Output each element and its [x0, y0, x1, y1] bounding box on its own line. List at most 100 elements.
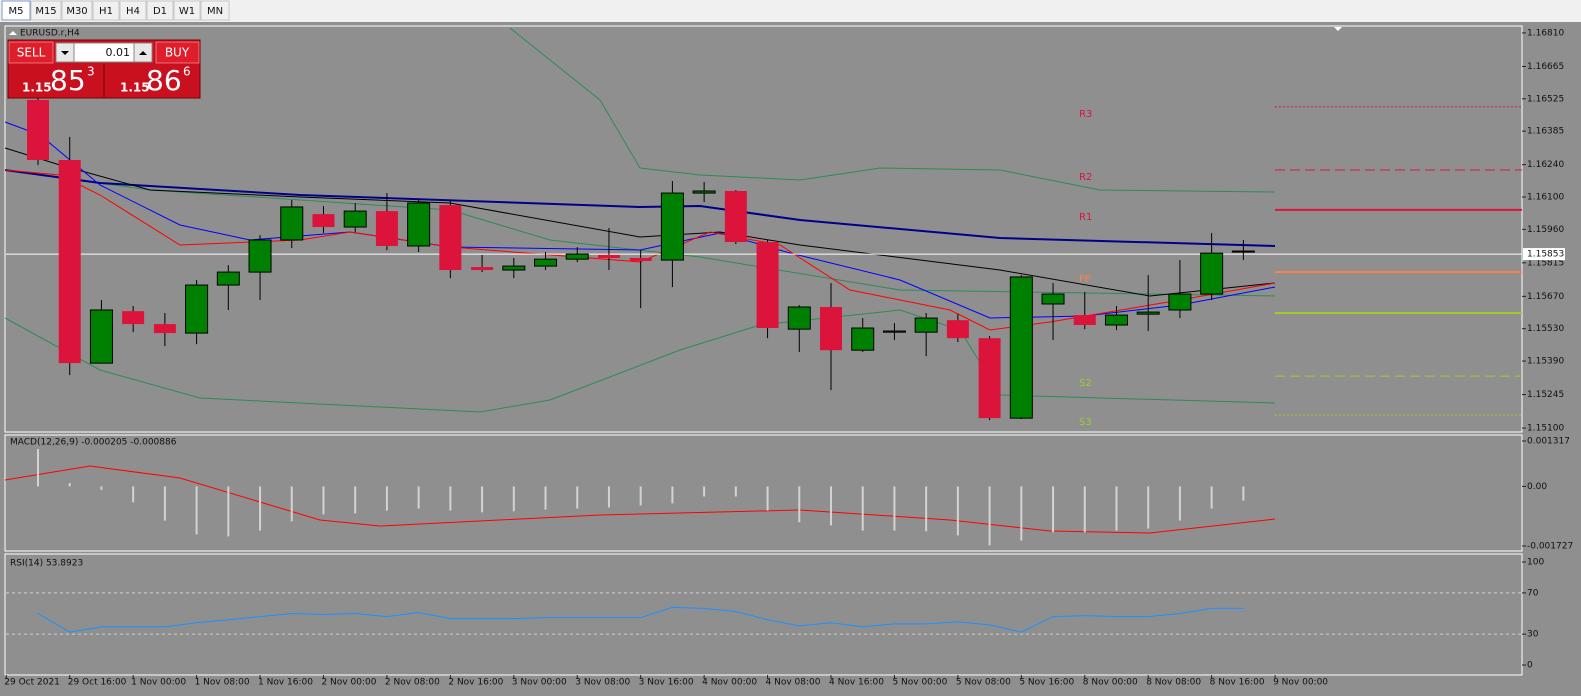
histogram-bar [703, 486, 706, 497]
pivot-label: R2 [1079, 172, 1092, 183]
lot-value[interactable]: 0.01 [106, 46, 131, 59]
histogram-bar [1242, 486, 1245, 501]
symbol-collapse-icon[interactable] [9, 31, 17, 35]
candle-body [216, 271, 240, 286]
histogram-bar [1115, 486, 1118, 531]
timeframe-label[interactable]: H4 [126, 6, 140, 17]
candle-body [820, 306, 842, 351]
x-tick-label: 9 Nov 00:00 [1273, 678, 1328, 688]
candle-body [375, 211, 398, 246]
sell-button[interactable] [8, 41, 54, 64]
candle-body [502, 265, 526, 271]
histogram-bar [100, 486, 103, 490]
rsi-title: RSI(14) 53.8923 [10, 559, 83, 569]
timeframe-tab[interactable] [30, 0, 62, 21]
candle-body [1073, 315, 1096, 326]
x-tick-label: 29 Oct 16:00 [68, 678, 127, 688]
timeframe-label[interactable]: M5 [9, 6, 24, 17]
y-tick-label: 0.001317 [1527, 437, 1570, 447]
pivot-label: S3 [1079, 417, 1092, 428]
candle-body [312, 214, 335, 228]
x-tick-label: 8 Nov 16:00 [1210, 678, 1265, 688]
timeframe-label[interactable]: H1 [99, 6, 113, 17]
candle-body [280, 206, 304, 241]
candle-body [153, 324, 176, 334]
candle-body [756, 242, 779, 329]
candle-body [787, 306, 811, 330]
timeframe-tab[interactable] [146, 0, 174, 21]
histogram-bar [1020, 486, 1023, 541]
histogram-bar [417, 486, 420, 509]
ask-pips[interactable]: 86 [146, 64, 182, 97]
timeframe-label[interactable]: M15 [35, 6, 56, 17]
candle-body [914, 317, 938, 333]
buy-button[interactable] [155, 41, 200, 64]
histogram-bar [798, 486, 801, 523]
timeframe-tab[interactable] [92, 0, 120, 21]
y-tick-label: 70 [1527, 588, 1539, 598]
timeframe-toolbar [0, 0, 1581, 22]
histogram-bar [1052, 486, 1055, 533]
pivot-label: PP [1079, 274, 1091, 285]
histogram-bar [734, 486, 737, 497]
timeframe-tab[interactable] [61, 0, 93, 21]
symbol-label: EURUSD.r,H4 [20, 29, 80, 39]
candle-body [439, 205, 462, 271]
histogram-bar [544, 486, 547, 510]
bid-pips[interactable]: 85 [50, 64, 86, 97]
timeframe-label[interactable]: W1 [179, 6, 195, 17]
current-price-label: 1.15853 [1527, 250, 1564, 260]
histogram-bar [512, 486, 515, 512]
pivot-label: S2 [1079, 378, 1092, 389]
x-tick-label: 4 Nov 00:00 [702, 678, 757, 688]
timeframe-tab[interactable] [200, 0, 230, 21]
candle-body [1041, 293, 1065, 305]
x-tick-label: 5 Nov 08:00 [956, 678, 1011, 688]
timeframe-label[interactable]: M30 [66, 6, 87, 17]
bid-fraction[interactable]: 3 [87, 65, 95, 79]
current-price-tag [1523, 248, 1565, 261]
candle-body [629, 258, 652, 262]
histogram-bar [576, 486, 579, 509]
candle-body [724, 190, 747, 243]
histogram-bar [988, 486, 991, 546]
y-tick-label: 30 [1527, 630, 1539, 640]
histogram-bar [1083, 486, 1086, 533]
ask-big-figure[interactable]: 1.15 [120, 81, 150, 95]
y-tick-label: 1.16665 [1527, 62, 1564, 72]
x-tick-label: 5 Nov 16:00 [1019, 678, 1074, 688]
candle-body [185, 284, 209, 334]
histogram-bar [354, 486, 357, 514]
candle-body [1136, 311, 1160, 315]
timeframe-tab[interactable] [173, 0, 201, 21]
histogram-bar [481, 486, 484, 513]
x-tick-label: 1 Nov 08:00 [195, 678, 250, 688]
timeframe-label[interactable]: D1 [153, 6, 167, 17]
x-tick-label: 8 Nov 08:00 [1146, 678, 1201, 688]
candle-body [851, 327, 875, 351]
sell-label[interactable]: SELL [17, 46, 46, 60]
x-tick-label: 1 Nov 00:00 [131, 678, 186, 688]
lot-increase-icon [139, 51, 147, 55]
histogram-bar [385, 486, 388, 511]
timeframe-label[interactable]: MN [207, 6, 223, 17]
candle-body [534, 258, 558, 267]
histogram-bar [956, 486, 959, 536]
ask-fraction[interactable]: 6 [183, 65, 191, 79]
candle-body [1009, 276, 1033, 419]
y-tick-label: 1.16810 [1527, 28, 1564, 38]
histogram-bar [1210, 486, 1213, 509]
candle-body [89, 309, 113, 364]
bid-big-figure[interactable]: 1.15 [22, 81, 52, 95]
shift-marker [1334, 27, 1342, 31]
y-tick-label: 1.15245 [1527, 390, 1564, 400]
candle-body [1231, 250, 1255, 253]
y-tick-label: 1.15530 [1527, 324, 1564, 334]
timeframe-tab[interactable] [1, 0, 31, 21]
buy-label[interactable]: BUY [165, 46, 190, 60]
candle-body [1168, 293, 1192, 311]
y-tick-label: 0.00 [1527, 482, 1547, 492]
one-click-trading-panel: SELL 0.01 BUY 1.15 85 3 1.15 86 6 [7, 39, 201, 99]
timeframe-tab[interactable] [119, 0, 147, 21]
bollinger-lower [4, 309, 1276, 413]
